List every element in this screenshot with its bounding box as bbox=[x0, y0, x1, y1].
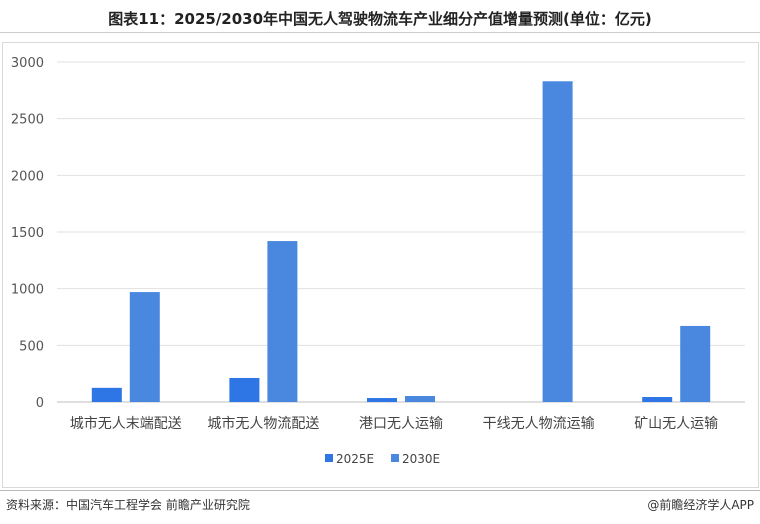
y-tick-label: 1500 bbox=[11, 226, 44, 241]
title-divider bbox=[0, 32, 760, 33]
bar-2025E bbox=[91, 387, 122, 402]
legend-label: 2030E bbox=[402, 452, 440, 466]
bar-2030E bbox=[405, 395, 435, 402]
bar-2025E bbox=[229, 377, 260, 402]
chart-frame bbox=[2, 42, 759, 488]
y-tick-label: 3000 bbox=[11, 56, 44, 71]
footer-divider bbox=[0, 490, 760, 491]
bar-2030E bbox=[680, 325, 711, 402]
legend-swatch bbox=[325, 454, 333, 462]
y-tick-label: 2000 bbox=[11, 169, 44, 184]
source-note: 资料来源：中国汽车工程学会 前瞻产业研究院 bbox=[6, 498, 250, 512]
y-tick-label: 0 bbox=[36, 396, 44, 411]
bar-2030E bbox=[129, 292, 160, 402]
legend-label: 2025E bbox=[336, 452, 374, 466]
bar-2030E bbox=[542, 81, 573, 403]
brand-label: @前瞻经济学人APP bbox=[647, 498, 754, 512]
bar-2030E bbox=[267, 241, 298, 402]
chart-title: 图表11：2025/2030年中国无人驾驶物流车产业细分产值增量预测(单位：亿元… bbox=[108, 10, 652, 28]
x-tick-label: 城市无人物流配送 bbox=[207, 415, 319, 432]
y-tick-label: 500 bbox=[19, 339, 44, 354]
x-tick-label: 港口无人运输 bbox=[359, 416, 443, 432]
x-tick-label: 城市无人末端配送 bbox=[70, 415, 182, 432]
bar-2025E bbox=[367, 398, 397, 402]
y-tick-label: 2500 bbox=[11, 113, 44, 128]
x-tick-label: 干线无人物流运输 bbox=[483, 416, 595, 432]
bar-chart: 0 500 1000 1500 2000 2500 3000 城市无人末端配送 城市无人物流配送… bbox=[11, 56, 745, 466]
bar-2025E bbox=[642, 397, 673, 402]
y-tick-label: 1000 bbox=[11, 283, 44, 298]
x-tick-label: 矿山无人运输 bbox=[634, 416, 718, 432]
legend-swatch bbox=[391, 454, 399, 462]
